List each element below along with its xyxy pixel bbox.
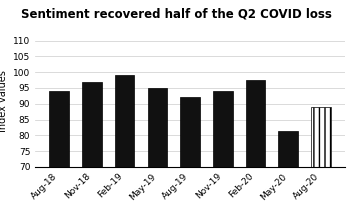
Bar: [246, 80, 265, 167]
Bar: [147, 88, 167, 167]
Bar: [278, 131, 298, 167]
Bar: [82, 82, 102, 167]
Y-axis label: Index values: Index values: [0, 70, 7, 132]
Text: Sentiment recovered half of the Q2 COVID loss: Sentiment recovered half of the Q2 COVID…: [20, 7, 332, 20]
Bar: [115, 75, 134, 167]
Bar: [311, 107, 331, 167]
Bar: [180, 97, 200, 167]
Bar: [213, 91, 233, 167]
Bar: [49, 91, 69, 167]
